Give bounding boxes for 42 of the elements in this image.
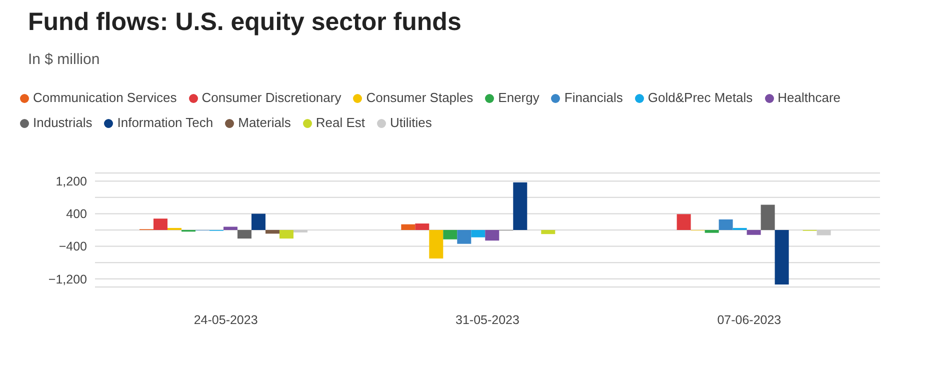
- bar: [401, 224, 416, 230]
- bar: [443, 230, 458, 240]
- y-tick-label: −400: [58, 240, 88, 254]
- legend-label: Consumer Discretionary: [202, 90, 342, 105]
- bar: [676, 214, 691, 230]
- bar: [704, 230, 719, 233]
- bar: [429, 230, 444, 258]
- legend-label: Financials: [564, 90, 623, 105]
- bar: [279, 230, 294, 239]
- bar: [541, 230, 556, 234]
- y-tick-label: 400: [66, 207, 88, 222]
- legend-label: Real Est: [316, 115, 366, 130]
- x-tick-label: 07-06-2023: [717, 312, 782, 327]
- legend-label: Industrials: [33, 115, 92, 130]
- bar: [265, 230, 280, 234]
- legend-label: Consumer Staples: [366, 90, 474, 105]
- bar: [513, 182, 528, 230]
- chart-title: Fund flows: U.S. equity sector funds: [28, 8, 462, 37]
- bar: [774, 230, 789, 285]
- legend-label: Energy: [498, 90, 540, 105]
- chart-subtitle: In $ million: [28, 51, 101, 70]
- y-tick-label: −1,200: [48, 272, 88, 286]
- bar: [237, 230, 252, 239]
- bar: [223, 226, 238, 230]
- legend-label: Materials: [238, 115, 291, 130]
- bar: [251, 214, 266, 230]
- bar: [485, 230, 500, 241]
- x-tick-label: 31-05-2023: [456, 312, 520, 327]
- legend-label: Healthcare: [778, 90, 841, 105]
- legend-label: Gold&Prec Metals: [648, 90, 753, 105]
- bar: [746, 230, 761, 235]
- y-tick-label: 1,200: [56, 174, 88, 189]
- legend-label: Information Tech: [117, 115, 214, 130]
- legend-label: Utilities: [390, 115, 432, 130]
- x-tick-label: 24-05-2023: [194, 312, 258, 327]
- bar: [153, 218, 168, 230]
- bar: [471, 230, 486, 238]
- legend-label: Communication Services: [33, 90, 177, 105]
- bar: [415, 223, 430, 230]
- bar: [457, 230, 472, 244]
- bar: [718, 219, 733, 230]
- bar: [760, 204, 775, 230]
